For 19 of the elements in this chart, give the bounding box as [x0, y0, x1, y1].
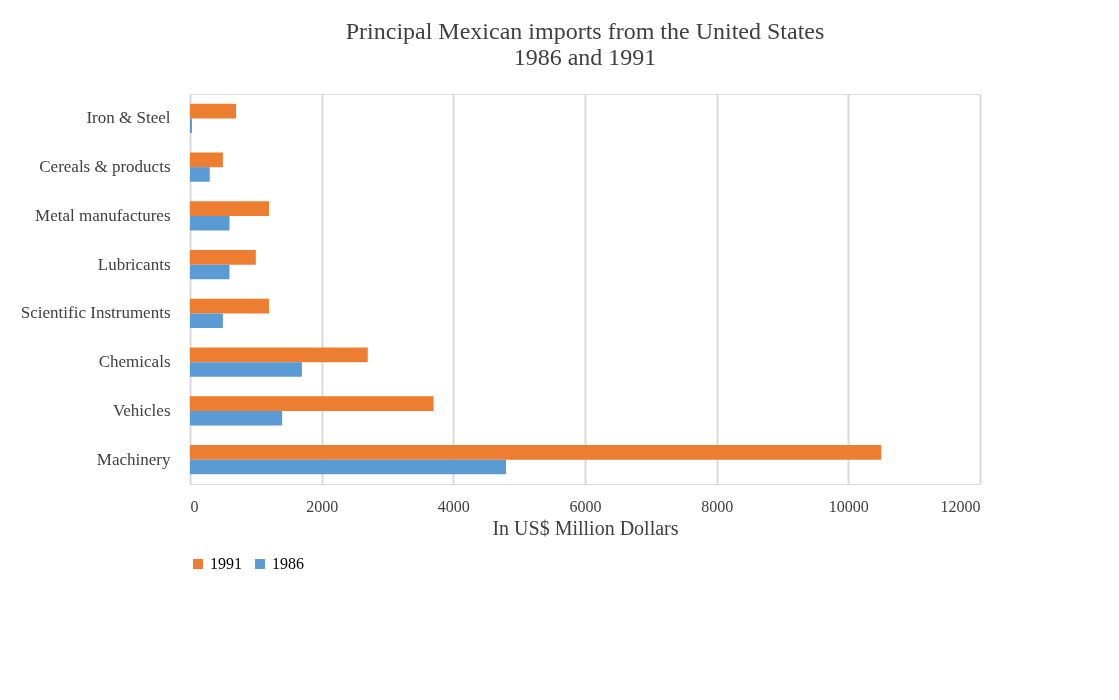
y-tick-label: Cereals & products — [39, 157, 171, 177]
x-tick-label: 10000 — [828, 497, 869, 515]
x-tick-label: 8000 — [701, 497, 734, 515]
y-tick-label: Vehicles — [112, 400, 171, 420]
legend-label: 1986 — [272, 555, 304, 572]
x-tick-label: 6000 — [569, 497, 602, 515]
x-tick-label: 4000 — [437, 497, 470, 515]
y-tick-label: Iron & Steel — [86, 108, 171, 128]
x-axis-title: In US$ Million Dollars — [492, 516, 679, 539]
x-tick-label: 0 — [190, 497, 199, 515]
y-tick-label: Metal manufactures — [35, 205, 171, 225]
x-tick-label: 2000 — [306, 497, 339, 515]
chart-title: Principal Mexican imports from the United States 1986 and 1991 — [345, 18, 825, 70]
legend-label: 1991 — [210, 555, 242, 572]
y-tick-label: Scientific Instruments — [20, 303, 171, 323]
y-tick-label: Machinery — [96, 449, 171, 469]
x-tick-label: 12000 — [940, 497, 981, 515]
y-tick-label: Chemicals — [98, 352, 171, 372]
y-tick-label: Lubricants — [97, 254, 171, 274]
